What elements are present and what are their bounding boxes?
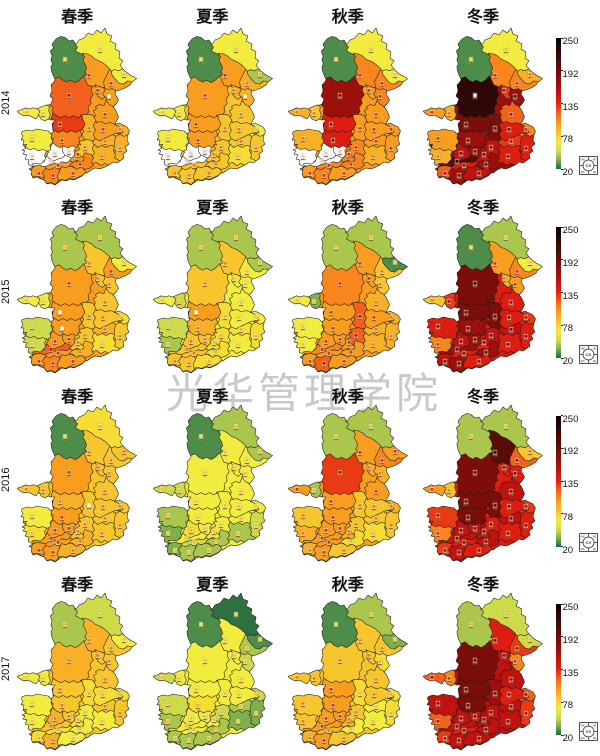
svg-text:SE: SE (592, 737, 596, 740)
svg-text:SE: SE (592, 548, 596, 551)
svg-text:NE: NE (592, 158, 596, 161)
svg-text:CV: CV (585, 162, 591, 167)
svg-text:CV: CV (585, 540, 591, 545)
svg-text:NW: NW (580, 724, 585, 727)
svg-text:CV: CV (585, 728, 591, 733)
svg-text:SW: SW (580, 171, 585, 174)
svg-text:CV: CV (585, 351, 591, 356)
svg-text:SE: SE (592, 171, 596, 174)
svg-text:NE: NE (592, 535, 596, 538)
svg-text:NW: NW (580, 158, 585, 161)
svg-text:NW: NW (580, 535, 585, 538)
svg-text:NE: NE (592, 724, 596, 727)
svg-text:SW: SW (580, 548, 585, 551)
svg-text:SW: SW (580, 737, 585, 740)
svg-text:NW: NW (580, 347, 585, 350)
svg-text:NE: NE (592, 347, 596, 350)
svg-text:SE: SE (592, 360, 596, 363)
svg-text:SW: SW (580, 360, 585, 363)
